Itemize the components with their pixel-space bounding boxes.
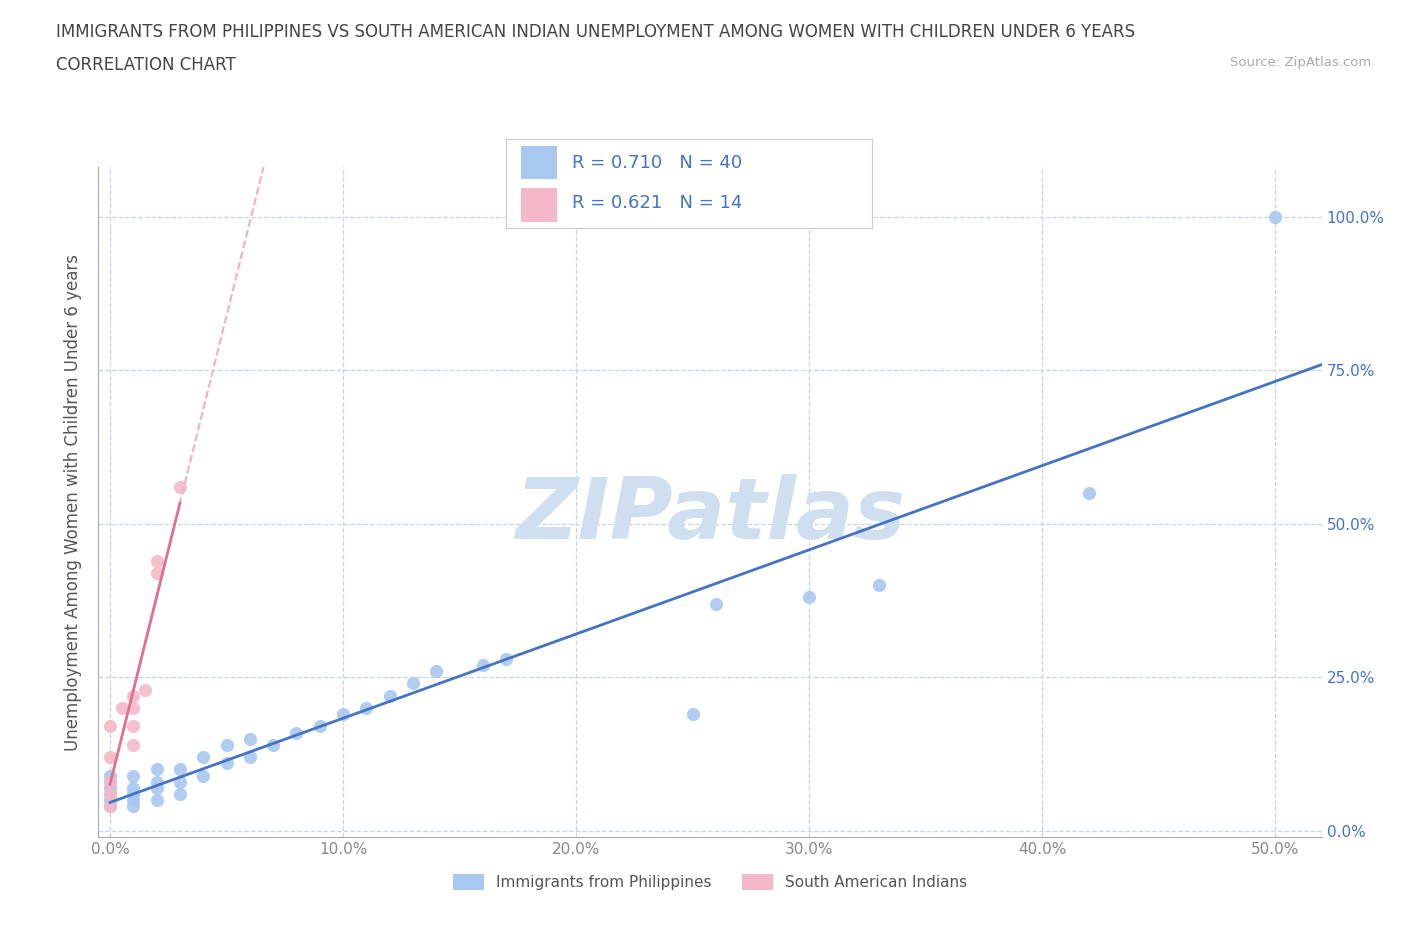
Point <box>145 780 167 795</box>
Point <box>797 590 820 604</box>
Legend: Immigrants from Philippines, South American Indians: Immigrants from Philippines, South Ameri… <box>447 868 973 897</box>
Point <box>1264 209 1286 224</box>
Point <box>122 688 145 703</box>
Point <box>98 768 121 783</box>
Point <box>868 578 890 592</box>
Point <box>402 676 425 691</box>
Point <box>98 750 121 764</box>
Text: ZIPatlas: ZIPatlas <box>515 474 905 557</box>
Point <box>169 775 191 790</box>
Point <box>122 737 145 752</box>
Point <box>356 700 378 715</box>
Bar <box>520 146 557 179</box>
Point <box>122 799 145 814</box>
Point <box>495 651 517 666</box>
Point <box>98 719 121 734</box>
Point <box>704 596 727 611</box>
Point <box>285 725 308 740</box>
Point <box>98 775 121 790</box>
Text: Source: ZipAtlas.com: Source: ZipAtlas.com <box>1230 56 1371 69</box>
Text: R = 0.710   N = 40: R = 0.710 N = 40 <box>572 154 742 172</box>
Point <box>169 479 191 494</box>
Point <box>122 700 145 715</box>
Text: IMMIGRANTS FROM PHILIPPINES VS SOUTH AMERICAN INDIAN UNEMPLOYMENT AMONG WOMEN WI: IMMIGRANTS FROM PHILIPPINES VS SOUTH AME… <box>56 23 1136 41</box>
Point <box>122 792 145 807</box>
Point <box>239 731 262 746</box>
Point <box>1077 485 1099 500</box>
Point <box>262 737 284 752</box>
Point <box>145 775 167 790</box>
Point <box>215 737 238 752</box>
Point <box>308 719 330 734</box>
Point <box>332 707 354 722</box>
Point <box>682 707 704 722</box>
Point <box>145 762 167 777</box>
Point <box>98 787 121 802</box>
Point <box>98 799 121 814</box>
Point <box>134 682 156 697</box>
Point <box>98 775 121 790</box>
Bar <box>520 188 557 221</box>
Point <box>98 792 121 807</box>
Point <box>122 768 145 783</box>
Point <box>239 750 262 764</box>
Point <box>425 664 447 679</box>
Point <box>378 688 401 703</box>
Point <box>169 762 191 777</box>
Point <box>471 658 494 672</box>
Text: R = 0.621   N = 14: R = 0.621 N = 14 <box>572 194 742 212</box>
Point <box>122 787 145 802</box>
Point <box>122 719 145 734</box>
Point <box>98 799 121 814</box>
Point <box>122 780 145 795</box>
Point <box>145 792 167 807</box>
Text: CORRELATION CHART: CORRELATION CHART <box>56 56 236 73</box>
Point <box>98 780 121 795</box>
Point <box>145 553 167 568</box>
Point <box>169 787 191 802</box>
Point <box>111 700 134 715</box>
Point <box>98 787 121 802</box>
Point <box>193 750 215 764</box>
Y-axis label: Unemployment Among Women with Children Under 6 years: Unemployment Among Women with Children U… <box>65 254 83 751</box>
Point <box>215 756 238 771</box>
Point <box>145 565 167 580</box>
Point <box>193 768 215 783</box>
